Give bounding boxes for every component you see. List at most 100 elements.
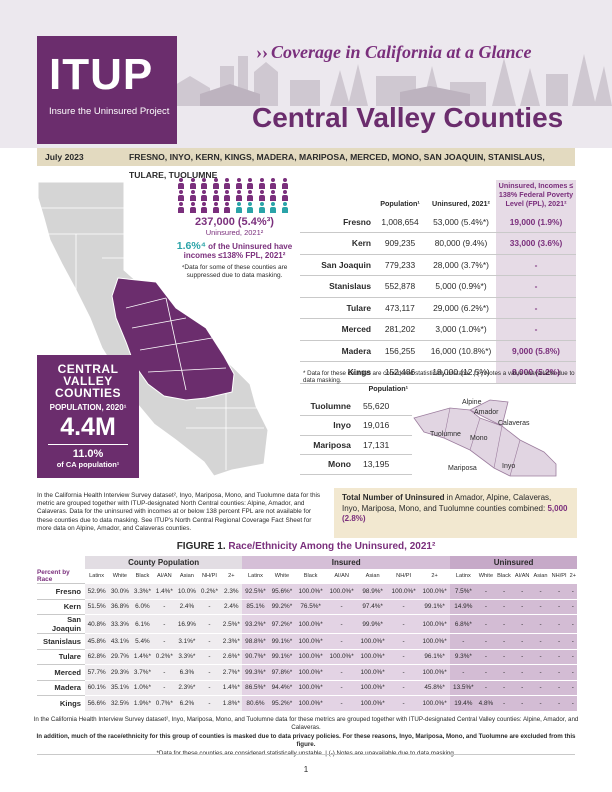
unins-cell: - — [549, 664, 569, 680]
pop-cell: 6.0% — [131, 598, 154, 615]
pop-cell: 2.3%* — [175, 679, 199, 696]
table-row: Tuolumne 55,620 — [300, 396, 412, 416]
tagline-text: Coverage in California at a Glance — [271, 42, 532, 62]
callout-text: in Amador, Alpine, Calaveras, Inyo, Mari… — [342, 493, 552, 513]
ins-cell: 92.5%* — [242, 583, 269, 599]
table-row: Merced 57.7% 29.3% 3.7%* -6.3% -2.7%* 99.3%* 97… — [37, 664, 577, 680]
race-column-header: White — [112, 573, 128, 579]
pop-cell: 40.8% — [85, 614, 109, 634]
ins-cell: 76.5%* — [295, 598, 327, 615]
page-title: Central Valley Counties — [252, 102, 564, 133]
north-central-mini-map: Alpine Amador Calaveras Tuolumne Mono Ma… — [413, 399, 557, 477]
person-icon — [176, 202, 186, 213]
county-name: Mono — [300, 454, 359, 475]
ins-cell: - — [326, 679, 358, 696]
ca-population-pct: 11.0% — [72, 448, 104, 460]
pop-cell: 2.5%* — [220, 614, 243, 634]
col-uninsured: Uninsured, 2021² — [432, 199, 490, 208]
person-icon — [268, 202, 278, 213]
ins-cell: 100.0%* — [357, 633, 389, 649]
fpl-cell: - — [496, 318, 576, 341]
ins-cell: 97.8%* — [268, 664, 296, 680]
fpl-cell: - — [496, 297, 576, 319]
ins-cell: 100.0%* — [419, 614, 451, 634]
ins-cell: 93.2%* — [242, 614, 269, 634]
pop-cell: 1.0%* — [131, 679, 154, 696]
county-name: Madera — [37, 679, 85, 696]
county-list: FRESNO, INYO, KERN, KINGS, MADERA, MARIP… — [129, 152, 545, 180]
person-icon — [176, 178, 186, 189]
person-icon — [268, 178, 278, 189]
unins-cell: 4.8% — [476, 695, 496, 711]
county-table-body: Fresno 1,008,654 53,000 (5.4%*) 19,000 (1.9… — [300, 211, 576, 384]
unins-cell: 9.3%* — [450, 648, 477, 665]
table-row: Mono 13,195 — [300, 454, 412, 475]
chevron-right-icon: ›› — [256, 42, 268, 62]
figure-note-line-1: In the California Health Interview Surve… — [33, 716, 579, 732]
race-column-header: Black — [135, 573, 150, 579]
ins-cell: 95.6%* — [268, 583, 296, 599]
pop-cell: 1.8%* — [220, 695, 243, 711]
pop-cell: 2.4% — [220, 598, 243, 615]
pop-cell: 1.4%* — [153, 583, 176, 599]
ins-cell: 99.9%* — [357, 614, 389, 634]
col-population: Population¹ — [380, 199, 420, 208]
ins-cell: - — [388, 598, 420, 615]
ins-cell: 99.1%* — [268, 648, 296, 665]
county-name: Stanislaus — [300, 275, 374, 298]
pop-cell: - — [198, 664, 221, 680]
pop-cell: 6.1% — [131, 614, 154, 634]
pop-cell: 0.2%* — [153, 648, 176, 665]
population-value: 4.4M — [60, 413, 116, 441]
unins-cell: - — [450, 664, 477, 680]
ins-cell: 100.0%* — [295, 633, 327, 649]
ins-cell: 100.0%* — [295, 664, 327, 680]
unins-cell: - — [495, 679, 513, 696]
unins-cell: - — [495, 583, 513, 599]
ins-cell: - — [326, 695, 358, 711]
county-name: Stanislaus — [37, 633, 85, 649]
population-cell: 19,016 — [358, 415, 412, 436]
pop-cell: 0.2%* — [198, 583, 221, 599]
population-cell: 1,008,654 — [374, 211, 426, 233]
ins-cell: 98.8%* — [242, 633, 269, 649]
pop-cell: 2.3% — [220, 583, 243, 599]
map-label-inyo: Inyo — [502, 463, 515, 470]
map-label-calaveras: Calaveras — [498, 420, 530, 427]
ins-cell: 100.0%* — [419, 664, 451, 680]
unins-cell: - — [531, 598, 550, 615]
uninsured-callout: Total Number of Uninsured in Amador, Alp… — [334, 488, 577, 538]
person-icon — [211, 190, 221, 201]
ins-cell: 100.0%* — [295, 695, 327, 711]
person-icon — [280, 178, 290, 189]
ins-cell: - — [388, 664, 420, 680]
ins-cell: 98.9%* — [357, 583, 389, 599]
ins-cell: - — [326, 598, 358, 615]
person-icon — [176, 190, 186, 201]
unins-cell: - — [495, 614, 513, 634]
pop-cell: 32.5% — [108, 695, 132, 711]
county-name: Kings — [37, 695, 85, 711]
ins-cell: 100.0%* — [326, 583, 358, 599]
unins-cell: - — [495, 648, 513, 665]
small-county-table: Population¹ Tuolumne 55,620 Inyo 19,016 Mari… — [300, 384, 412, 475]
central-valley-stats-box: CENTRAL VALLEY COUNTIES POPULATION, 2020… — [37, 355, 139, 478]
pop-cell: 5.4% — [131, 633, 154, 649]
race-column-header: Asian — [365, 573, 380, 579]
county-name: Kern — [37, 598, 85, 615]
race-table-body: Fresno 52.9% 30.0% 3.3%* 1.4%* 10.0% 0.2%* 2.3%… — [37, 583, 577, 711]
person-icon — [257, 178, 267, 189]
figure-note-line-3: *Data for these counties are considered … — [30, 750, 582, 758]
logo-subtitle: Insure the Uninsured Project — [49, 106, 170, 117]
pop-cell: 29.3% — [108, 664, 132, 680]
population-cell: 152,486 — [374, 361, 426, 384]
unins-cell: - — [512, 614, 532, 634]
divider — [48, 444, 128, 445]
person-icon — [268, 190, 278, 201]
county-name: Mariposa — [300, 435, 359, 455]
fpl-cell: 33,000 (3.6%) — [496, 232, 576, 255]
ins-cell: 85.1% — [242, 598, 269, 615]
race-column-header: AI/AN — [514, 573, 530, 579]
fpl-cell: 9,000 (5.8%) — [496, 340, 576, 362]
race-column-header: White — [478, 573, 494, 579]
